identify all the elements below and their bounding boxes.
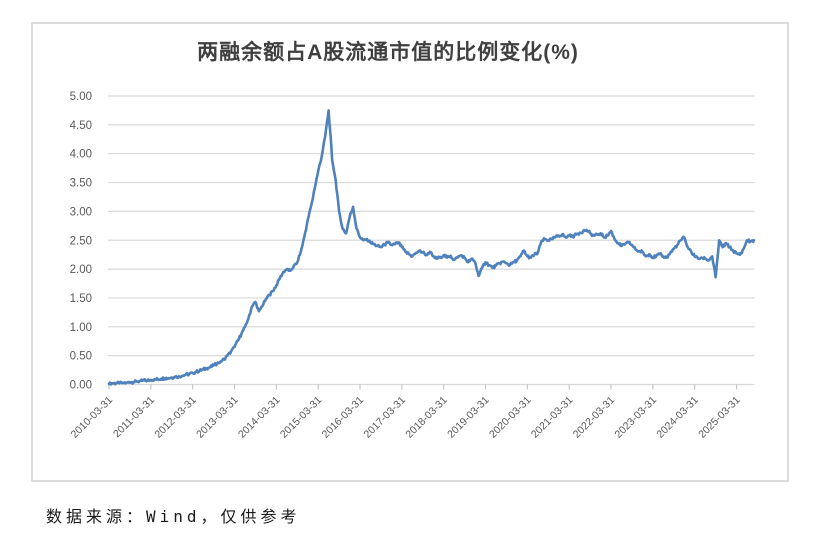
svg-text:2014-03-31: 2014-03-31	[236, 394, 283, 441]
svg-text:2012-03-31: 2012-03-31	[152, 394, 199, 441]
svg-text:4.00: 4.00	[70, 149, 92, 161]
svg-text:2025-03-31: 2025-03-31	[696, 394, 743, 441]
svg-text:2022-03-31: 2022-03-31	[571, 394, 618, 441]
svg-text:2.50: 2.50	[70, 235, 92, 247]
svg-text:2021-03-31: 2021-03-31	[529, 394, 576, 441]
source-caption: 数据来源：Wind，仅供参考	[46, 507, 301, 526]
svg-text:2023-03-31: 2023-03-31	[613, 394, 660, 441]
y-axis-labels: 0.00 0.50 1.00 1.50 2.00 2.50 3.00 3.50 4.00 4.50…	[70, 91, 92, 392]
chart-title: 两融余额占A股流通市值的比例变化(%)	[197, 41, 579, 64]
svg-text:2013-03-31: 2013-03-31	[194, 394, 241, 441]
svg-text:2017-03-31: 2017-03-31	[362, 394, 409, 441]
gridlines	[108, 95, 755, 386]
svg-text:4.50: 4.50	[70, 120, 92, 132]
svg-text:2019-03-31: 2019-03-31	[445, 394, 492, 441]
svg-text:2018-03-31: 2018-03-31	[403, 394, 450, 441]
svg-text:5.00: 5.00	[70, 91, 92, 103]
svg-text:2024-03-31: 2024-03-31	[654, 394, 701, 441]
svg-text:2.00: 2.00	[70, 264, 92, 276]
svg-text:3.00: 3.00	[70, 206, 92, 218]
series-line	[107, 109, 756, 386]
svg-text:2015-03-31: 2015-03-31	[278, 394, 325, 441]
svg-text:2011-03-31: 2011-03-31	[111, 394, 157, 440]
svg-text:0.00: 0.00	[70, 380, 92, 392]
svg-text:2020-03-31: 2020-03-31	[487, 394, 534, 441]
svg-text:1.00: 1.00	[70, 322, 92, 334]
x-axis-ticks	[108, 384, 738, 390]
chart-frame	[31, 22, 789, 482]
svg-text:2016-03-31: 2016-03-31	[320, 394, 367, 441]
svg-text:1.50: 1.50	[70, 293, 92, 305]
svg-text:0.50: 0.50	[70, 351, 92, 363]
svg-text:2010-03-31: 2010-03-31	[69, 394, 116, 441]
x-axis-labels: 2010-03-312011-03-312012-03-312013-03-31…	[69, 394, 743, 441]
svg-text:3.50: 3.50	[70, 178, 92, 190]
